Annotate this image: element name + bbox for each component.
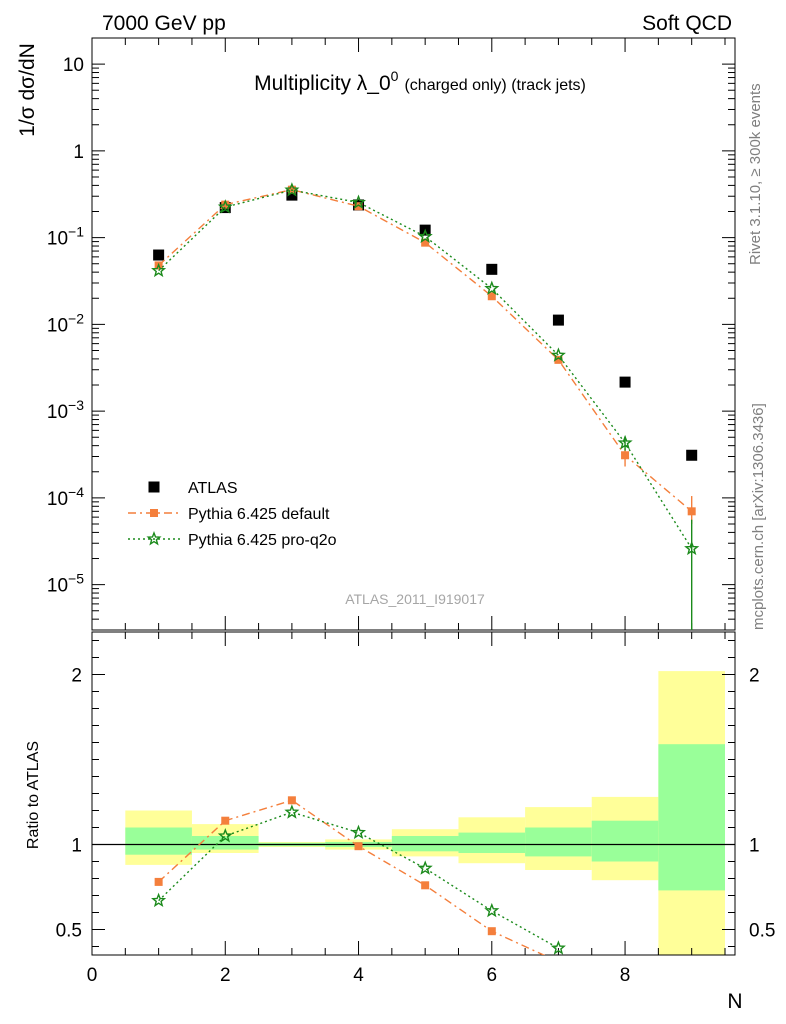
energy-label: 7000 GeV pp xyxy=(102,12,226,35)
y-tick-label: 10−3 xyxy=(47,397,84,423)
data-point xyxy=(221,200,230,209)
main-y-axis-label: 1/σ dσ/dN xyxy=(16,43,39,137)
data-point xyxy=(146,531,162,546)
data-point xyxy=(153,249,165,261)
svg-text:Multiplicity λ_00(charged only: Multiplicity λ_00 (charged only) (track j… xyxy=(254,68,586,95)
series-line xyxy=(158,189,693,550)
data-point xyxy=(151,262,167,278)
ratio-frame xyxy=(91,631,736,956)
uncertainty-band-inner xyxy=(658,744,726,891)
data-point xyxy=(550,347,566,362)
data-point xyxy=(217,199,233,214)
main-panel: 10 1 10−1 10−2 10−3 10−4 10−5 xyxy=(47,37,736,631)
analysis-watermark: ATLAS_2011_I919017 xyxy=(345,591,485,607)
legend-label: Pythia 6.425 pro-q2o xyxy=(188,532,337,549)
legend-label: Pythia 6.425 default xyxy=(188,506,330,523)
data-point xyxy=(619,376,631,388)
data-point xyxy=(484,280,500,295)
data-point xyxy=(217,828,233,843)
x-tick-label: 2 xyxy=(220,965,231,986)
ratio-y-tick-label-right: 2 xyxy=(749,666,760,687)
y-tick-label: 10 xyxy=(63,55,84,76)
x-axis-label: N xyxy=(727,990,742,1013)
data-point xyxy=(550,940,566,955)
uncertainty-band-inner xyxy=(391,836,459,852)
title-sup: 0 xyxy=(391,68,399,84)
ratio-y-tick-label: 1 xyxy=(71,836,82,857)
ratio-y-tick-label-right: 1 xyxy=(749,836,760,857)
y-tick-label: 1 xyxy=(73,142,84,163)
data-point xyxy=(617,434,633,450)
title-main: Multiplicity λ_0 xyxy=(254,72,391,95)
ratio-y-tick-label: 0.5 xyxy=(56,921,82,942)
data-point xyxy=(417,228,433,243)
uncertainty-band-inner xyxy=(458,832,526,853)
uncertainty-band-inner xyxy=(125,827,192,855)
y-tick-label: 10−2 xyxy=(47,310,84,336)
series-pythia-6-425-default xyxy=(154,185,696,524)
x-tick-label: 6 xyxy=(487,965,498,986)
rivet-version-label: Rivet 3.1.10, ≥ 300k events xyxy=(747,83,764,265)
ratio-series-pythia-6-425-pro-q2o xyxy=(151,804,566,955)
series-line xyxy=(158,188,693,512)
data-point xyxy=(486,263,498,275)
ratio-y-tick-label: 2 xyxy=(71,666,82,687)
series-pythia-6-425-pro-q2o xyxy=(151,182,700,630)
data-point xyxy=(687,507,696,516)
main-frame xyxy=(91,37,736,631)
y-tick-label: 10−1 xyxy=(47,224,84,250)
data-point xyxy=(421,881,430,890)
data-point xyxy=(150,509,158,517)
x-tick-label: 4 xyxy=(353,965,364,986)
data-point xyxy=(354,842,363,851)
mcplots-reference-label: mcplots.cern.ch [arXiv:1306.3436] xyxy=(750,403,767,630)
uncertainty-band-inner xyxy=(525,827,592,857)
data-point xyxy=(484,902,500,918)
chart-marks: ATLAS Pythia 6.425 default Pythia 6.425 pr… xyxy=(128,182,700,955)
y-tick-label: 10−4 xyxy=(47,484,84,510)
x-tick-label: 8 xyxy=(620,965,631,986)
legend: ATLAS Pythia 6.425 default Pythia 6.425 pr… xyxy=(128,480,337,549)
ratio-y-tick-label-right: 0.5 xyxy=(749,921,775,942)
data-point xyxy=(552,314,564,326)
legend-label: ATLAS xyxy=(188,480,238,497)
data-point xyxy=(554,355,563,364)
y-tick-label: 10−5 xyxy=(47,571,84,597)
data-point xyxy=(487,927,496,936)
ratio-series-pythia-6-425-default xyxy=(154,796,546,955)
data-point xyxy=(221,816,230,825)
data-point xyxy=(148,481,160,493)
chart-title: Multiplicity λ_00 (charged only) (track j… xyxy=(254,68,586,95)
title-suffix: (charged only) (track jets) xyxy=(404,77,585,94)
data-point xyxy=(421,238,430,247)
data-point xyxy=(487,292,496,301)
x-tick-label: 0 xyxy=(87,965,98,986)
data-point xyxy=(686,449,698,461)
data-point xyxy=(286,189,298,201)
data-point xyxy=(284,182,300,197)
uncertainty-band-inner xyxy=(191,836,259,850)
data-point xyxy=(350,824,367,840)
ratio-panel: 0 2 4 6 8 0.5 0.5 1 1 2 2 xyxy=(56,631,775,986)
category-label: Soft QCD xyxy=(642,12,732,35)
data-point xyxy=(684,540,700,556)
data-point xyxy=(350,194,367,209)
data-point xyxy=(417,860,433,875)
data-point xyxy=(287,796,296,805)
uncertainty-band-inner xyxy=(591,820,659,862)
data-point xyxy=(154,877,163,886)
data-point xyxy=(354,202,363,211)
data-point xyxy=(284,804,300,819)
data-point xyxy=(621,451,630,460)
data-point xyxy=(151,892,167,908)
ratio-y-axis-label: Ratio to ATLAS xyxy=(25,741,42,849)
